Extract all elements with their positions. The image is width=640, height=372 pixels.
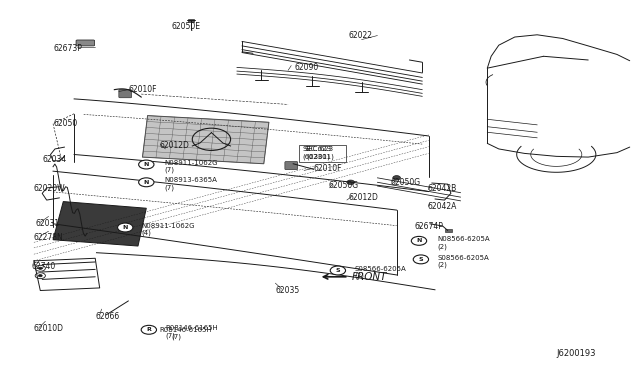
- FancyBboxPatch shape: [76, 40, 95, 46]
- Text: S: S: [335, 268, 340, 273]
- Circle shape: [413, 255, 429, 264]
- Circle shape: [139, 160, 154, 169]
- Text: N: N: [143, 180, 149, 185]
- Polygon shape: [143, 116, 269, 164]
- Text: 62050G: 62050G: [328, 181, 358, 190]
- Text: 62090: 62090: [294, 63, 319, 72]
- Text: N08913-6365A: N08913-6365A: [164, 177, 217, 183]
- Text: (4): (4): [142, 230, 152, 236]
- Text: 62012D: 62012D: [159, 141, 189, 150]
- Text: 62035: 62035: [275, 286, 300, 295]
- Text: 62034: 62034: [42, 155, 67, 164]
- Text: N08911-1062G: N08911-1062G: [164, 160, 218, 166]
- Text: S: S: [419, 257, 423, 262]
- Text: 62674P: 62674P: [415, 221, 444, 231]
- Text: R08146-6165H: R08146-6165H: [166, 325, 218, 331]
- Text: R08146-6165H: R08146-6165H: [159, 327, 212, 333]
- Text: R: R: [147, 327, 151, 332]
- Circle shape: [330, 266, 346, 275]
- Text: (7): (7): [166, 332, 175, 339]
- Text: N08911-1062G: N08911-1062G: [142, 223, 195, 229]
- Circle shape: [347, 180, 355, 185]
- Text: 62278N: 62278N: [34, 232, 63, 242]
- Polygon shape: [53, 202, 147, 246]
- Text: 62050E: 62050E: [172, 22, 201, 31]
- Text: (62301): (62301): [302, 154, 330, 160]
- Text: N08566-6205A: N08566-6205A: [438, 236, 490, 242]
- Text: FRONT: FRONT: [352, 272, 387, 282]
- Text: S08566-6205A: S08566-6205A: [438, 254, 489, 260]
- Text: N: N: [143, 162, 149, 167]
- Text: N: N: [122, 225, 128, 230]
- Text: 62012D: 62012D: [349, 193, 379, 202]
- Text: 62673P: 62673P: [53, 44, 82, 53]
- Circle shape: [412, 236, 427, 245]
- Text: S08566-6205A: S08566-6205A: [355, 266, 406, 272]
- Text: SEC.623: SEC.623: [304, 146, 333, 152]
- Text: (62301): (62301): [306, 154, 334, 160]
- Circle shape: [35, 265, 45, 271]
- Text: 62066: 62066: [95, 312, 120, 321]
- Circle shape: [35, 273, 45, 279]
- FancyBboxPatch shape: [285, 161, 298, 170]
- Text: 62010F: 62010F: [314, 164, 342, 173]
- Circle shape: [38, 267, 42, 269]
- Text: J6200193: J6200193: [556, 349, 596, 358]
- Text: (2): (2): [438, 262, 447, 268]
- Text: (7): (7): [164, 185, 174, 191]
- Text: (2): (2): [438, 243, 447, 250]
- Text: SEC.623: SEC.623: [302, 146, 332, 152]
- Circle shape: [141, 326, 157, 334]
- Text: 62050G: 62050G: [390, 178, 420, 187]
- Text: 62031: 62031: [36, 219, 60, 228]
- Text: 62010D: 62010D: [34, 324, 64, 333]
- Circle shape: [393, 176, 401, 180]
- Text: (7): (7): [172, 334, 182, 340]
- FancyBboxPatch shape: [188, 19, 194, 22]
- Circle shape: [139, 178, 154, 187]
- Circle shape: [118, 223, 133, 232]
- Text: 62042A: 62042A: [428, 202, 457, 211]
- Text: 62050: 62050: [53, 119, 77, 128]
- Text: 62022: 62022: [349, 31, 372, 41]
- Text: N: N: [416, 238, 422, 243]
- Text: 62740: 62740: [31, 262, 56, 271]
- FancyBboxPatch shape: [119, 90, 132, 98]
- Text: 62042B: 62042B: [428, 185, 456, 193]
- Text: (2): (2): [355, 273, 364, 279]
- Circle shape: [38, 275, 42, 277]
- Text: (7): (7): [164, 167, 174, 173]
- Text: 62020W: 62020W: [34, 185, 65, 193]
- FancyBboxPatch shape: [445, 230, 452, 232]
- Text: 62010F: 62010F: [129, 85, 157, 94]
